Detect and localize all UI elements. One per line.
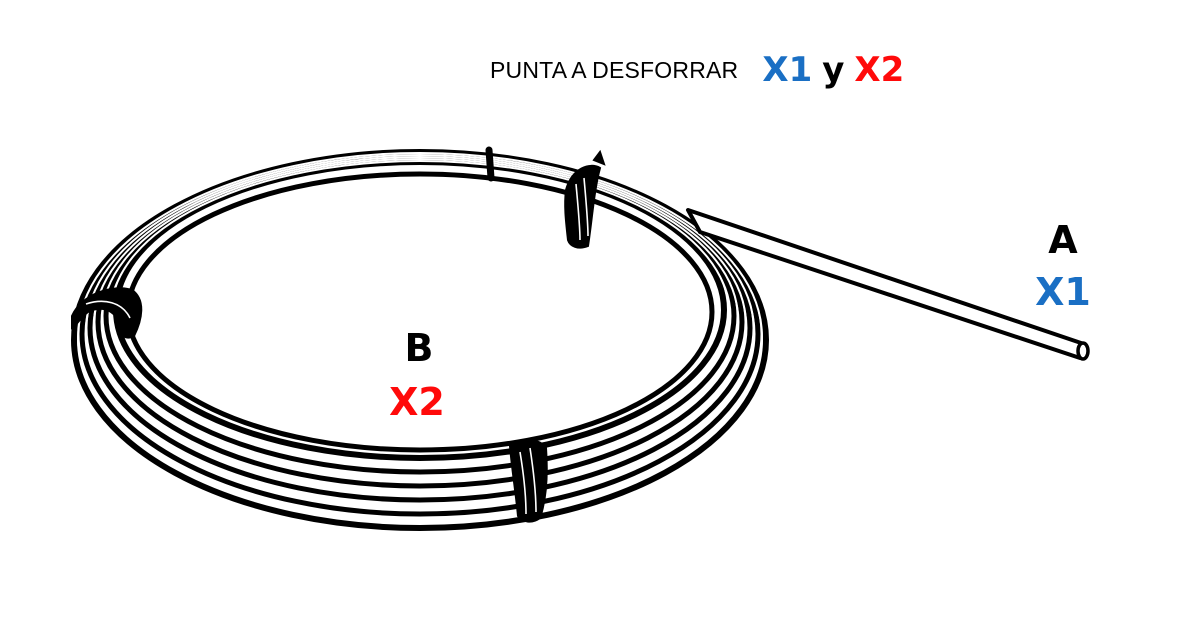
header-codes: X1 y X2 — [762, 50, 904, 90]
end-b-code-text: X2 — [389, 380, 445, 424]
header-code-2: X2 — [854, 50, 905, 90]
header-code-1: X1 — [762, 50, 813, 90]
end-b-code: X2 — [380, 380, 454, 424]
end-a-letter: A — [1048, 218, 1078, 262]
end-a-code: X1 — [1026, 270, 1100, 314]
cable-tie-icon — [71, 146, 606, 523]
header-conjunction: y — [822, 50, 845, 90]
tube-end-icon — [686, 208, 1090, 361]
end-a-code-text: X1 — [1035, 270, 1091, 314]
end-b-letter: B — [404, 326, 434, 370]
header: PUNTA A DESFORRAR X1 y X2 — [490, 48, 904, 92]
header-instruction: PUNTA A DESFORRAR — [490, 56, 739, 83]
end-a-label: A — [1028, 218, 1098, 262]
end-b-label: B — [384, 326, 454, 370]
